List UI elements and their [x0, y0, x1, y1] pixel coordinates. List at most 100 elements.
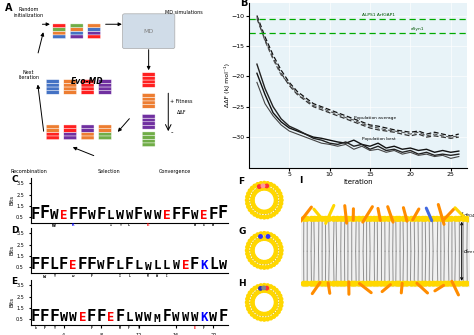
Circle shape: [254, 309, 258, 313]
Circle shape: [256, 189, 259, 192]
Text: W: W: [88, 209, 96, 222]
FancyBboxPatch shape: [70, 31, 83, 35]
Circle shape: [412, 281, 418, 286]
Circle shape: [250, 261, 254, 264]
Circle shape: [267, 290, 271, 293]
Circle shape: [346, 216, 351, 221]
Text: L: L: [128, 223, 130, 227]
Circle shape: [253, 315, 256, 318]
Circle shape: [246, 297, 249, 301]
Circle shape: [274, 251, 278, 255]
Circle shape: [269, 259, 273, 262]
FancyBboxPatch shape: [99, 87, 111, 91]
Circle shape: [259, 215, 263, 219]
Text: F: F: [31, 310, 40, 324]
Text: W: W: [52, 223, 56, 228]
Circle shape: [267, 188, 271, 191]
Text: F: F: [68, 207, 78, 222]
Circle shape: [360, 216, 366, 221]
Circle shape: [259, 284, 263, 287]
Circle shape: [256, 291, 259, 294]
FancyBboxPatch shape: [142, 101, 155, 105]
Circle shape: [394, 281, 400, 286]
Text: W: W: [50, 208, 59, 222]
FancyBboxPatch shape: [142, 139, 155, 143]
Circle shape: [323, 216, 328, 221]
Circle shape: [269, 311, 273, 314]
Circle shape: [279, 304, 283, 308]
Circle shape: [247, 205, 250, 208]
Circle shape: [365, 216, 370, 221]
FancyBboxPatch shape: [142, 84, 155, 87]
Circle shape: [390, 216, 395, 221]
Circle shape: [246, 249, 249, 252]
Text: W: W: [126, 209, 133, 222]
Text: F: F: [128, 326, 130, 330]
Circle shape: [260, 187, 264, 190]
Circle shape: [253, 307, 256, 311]
Circle shape: [265, 187, 268, 190]
Circle shape: [274, 210, 278, 214]
Text: W: W: [191, 312, 199, 324]
Circle shape: [263, 289, 266, 292]
Text: Random
initialization: Random initialization: [14, 7, 44, 18]
Circle shape: [274, 186, 278, 190]
Circle shape: [273, 253, 277, 257]
Circle shape: [278, 242, 282, 246]
Text: Recombination: Recombination: [10, 169, 47, 174]
FancyBboxPatch shape: [142, 105, 155, 108]
Text: L: L: [50, 258, 59, 272]
Circle shape: [250, 186, 254, 190]
FancyBboxPatch shape: [46, 132, 59, 136]
Text: L: L: [128, 274, 130, 278]
Circle shape: [252, 296, 255, 299]
Circle shape: [274, 198, 278, 202]
FancyBboxPatch shape: [81, 83, 94, 87]
FancyBboxPatch shape: [46, 87, 59, 91]
Circle shape: [253, 192, 256, 195]
Circle shape: [273, 242, 276, 246]
Text: F: F: [218, 310, 228, 324]
FancyBboxPatch shape: [70, 35, 83, 39]
Circle shape: [266, 265, 269, 269]
Circle shape: [461, 216, 466, 221]
Circle shape: [280, 300, 283, 304]
FancyBboxPatch shape: [122, 14, 175, 49]
Text: I: I: [109, 223, 111, 227]
Text: F: F: [209, 207, 219, 222]
FancyBboxPatch shape: [142, 93, 155, 97]
FancyBboxPatch shape: [99, 125, 111, 129]
Text: w: w: [203, 223, 205, 227]
Circle shape: [259, 235, 262, 238]
Circle shape: [378, 216, 384, 221]
Circle shape: [256, 183, 259, 186]
Text: Population average: Population average: [354, 116, 396, 120]
Circle shape: [420, 281, 426, 286]
Circle shape: [251, 201, 255, 204]
FancyBboxPatch shape: [64, 136, 77, 140]
Circle shape: [404, 281, 410, 286]
Text: Next
iteration: Next iteration: [18, 70, 39, 80]
FancyBboxPatch shape: [81, 136, 94, 140]
Text: F: F: [87, 258, 97, 272]
Circle shape: [449, 216, 454, 221]
Text: F: F: [181, 207, 190, 222]
Circle shape: [251, 303, 255, 307]
FancyBboxPatch shape: [70, 24, 83, 27]
Circle shape: [438, 216, 444, 221]
Text: B: B: [240, 0, 247, 8]
Text: Y: Y: [53, 326, 55, 330]
Text: MD: MD: [144, 29, 154, 34]
Text: F: F: [91, 326, 93, 330]
Circle shape: [342, 216, 347, 221]
Circle shape: [273, 307, 276, 311]
Circle shape: [397, 216, 402, 221]
Text: L: L: [116, 260, 124, 272]
Circle shape: [256, 233, 259, 237]
Circle shape: [401, 281, 406, 286]
Text: L: L: [163, 260, 170, 272]
Text: ALPS1 ArfGAP1: ALPS1 ArfGAP1: [362, 13, 395, 17]
Text: E: E: [194, 326, 196, 330]
FancyBboxPatch shape: [81, 80, 94, 83]
Text: W: W: [172, 312, 180, 324]
